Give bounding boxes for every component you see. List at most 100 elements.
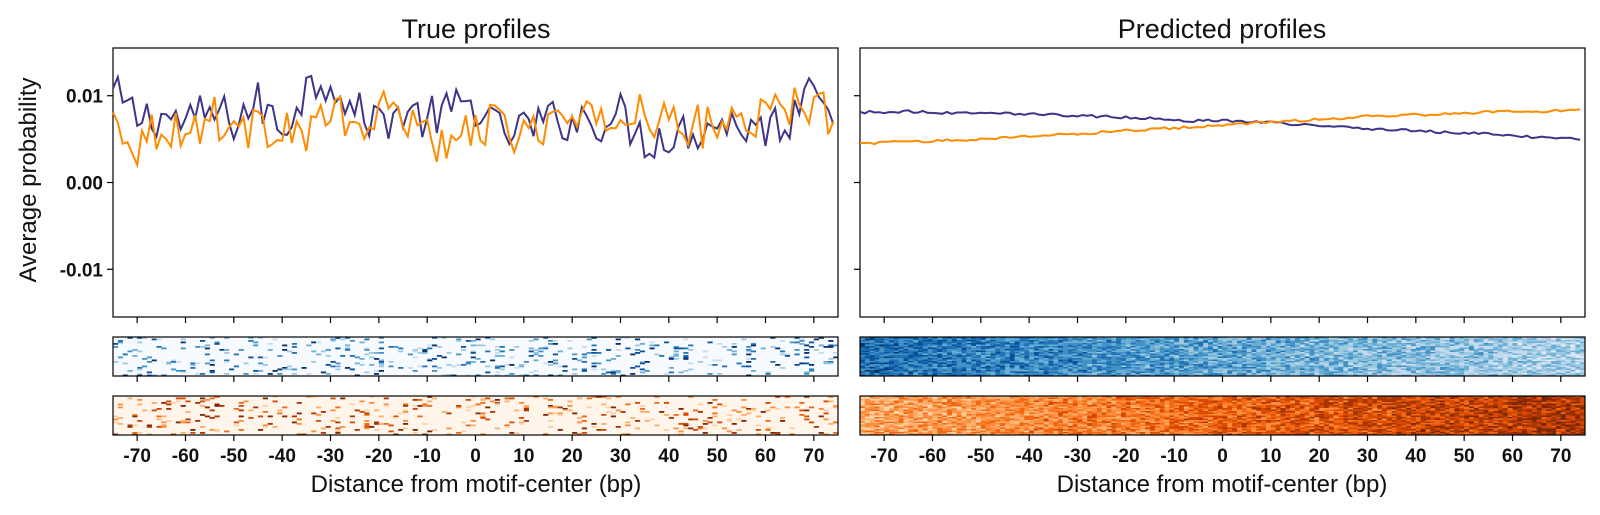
heatmap-cell: [1237, 367, 1243, 369]
heatmap-cell: [1130, 374, 1136, 377]
heatmap-cell: [1570, 353, 1576, 356]
heatmap-cell: [243, 400, 249, 403]
heatmap-cell: [1217, 396, 1223, 398]
heatmap-cell: [1353, 347, 1359, 350]
heatmap-cell: [1319, 353, 1325, 356]
heatmap-cell: [1565, 355, 1571, 357]
heatmap-cell: [1154, 355, 1160, 357]
heatmap-cell: [519, 421, 525, 424]
series-line: [859, 109, 1581, 141]
heatmap-cell: [1237, 358, 1243, 360]
heatmap-cell: [1367, 368, 1373, 371]
heatmap-cell: [1338, 340, 1344, 342]
heatmap-cell: [1077, 374, 1083, 377]
heatmap-cell: [1517, 350, 1523, 353]
heatmap-cell: [937, 337, 943, 339]
heatmap-cell: [1038, 368, 1044, 371]
heatmap-cell: [927, 340, 933, 342]
heatmap-cell: [884, 352, 890, 354]
heatmap-cell: [726, 420, 732, 422]
heatmap-cell: [980, 338, 986, 341]
heatmap-cell: [214, 341, 220, 344]
heatmap-cell: [1430, 340, 1436, 342]
heatmap-cell: [369, 356, 375, 359]
heatmap-cell: [951, 343, 957, 345]
heatmap-cell: [799, 343, 805, 345]
heatmap-cell: [1121, 364, 1127, 366]
heatmap-cell: [1449, 337, 1455, 339]
heatmap-cell: [432, 429, 438, 431]
heatmap-cell: [1159, 374, 1165, 377]
heatmap-cell: [364, 420, 370, 422]
heatmap-cell: [1478, 350, 1484, 353]
heatmap-cell: [884, 356, 890, 359]
heatmap-cell: [1232, 344, 1238, 347]
heatmap-cell: [1082, 361, 1088, 363]
heatmap-cell: [879, 359, 885, 362]
heatmap-cell: [1072, 362, 1078, 365]
heatmap-cell: [1324, 347, 1330, 350]
heatmap-cell: [1198, 337, 1204, 339]
heatmap-cell: [1077, 352, 1083, 354]
heatmap-cell: [951, 358, 957, 360]
heatmap-cell: [1435, 341, 1441, 344]
heatmap-cell: [1444, 343, 1450, 345]
heatmap-cell: [1140, 341, 1146, 344]
heatmap-cell: [1048, 347, 1054, 350]
heatmap-cell: [966, 364, 972, 366]
heatmap-cell: [1362, 367, 1368, 369]
heatmap-cell: [369, 396, 375, 398]
heatmap-cell: [1077, 341, 1083, 344]
heatmap-cell: [980, 358, 986, 360]
heatmap-cell: [1541, 367, 1547, 369]
heatmap-cell: [185, 418, 191, 421]
heatmap-cell: [1140, 350, 1146, 353]
heatmap-cell: [209, 370, 215, 372]
heatmap-cell: [1411, 373, 1417, 375]
heatmap-cell: [258, 370, 264, 372]
heatmap-cell: [1527, 356, 1533, 359]
heatmap-cell: [918, 359, 924, 362]
heatmap-cell: [864, 364, 870, 366]
heatmap-cell: [673, 355, 679, 357]
heatmap-cell: [688, 349, 694, 351]
heatmap-cell: [1338, 361, 1344, 363]
heatmap-cell: [1483, 371, 1489, 374]
heatmap-cell: [985, 352, 991, 354]
heatmap-cell: [1556, 371, 1562, 374]
heatmap-cell: [1382, 352, 1388, 354]
heatmap-cell: [1241, 364, 1247, 366]
heatmap-cell: [1150, 359, 1156, 362]
heatmap-cell: [879, 341, 885, 344]
heatmap-cell: [1058, 368, 1064, 371]
heatmap-cell: [1261, 359, 1267, 362]
heatmap-cell: [1009, 370, 1015, 372]
heatmap-cell: [1430, 347, 1436, 350]
heatmap-cell: [1372, 341, 1378, 344]
heatmap-cell: [1005, 362, 1011, 365]
heatmap-cell: [1541, 364, 1547, 366]
heatmap-cell: [1227, 358, 1233, 360]
heatmap-cell: [889, 350, 895, 353]
heatmap-cell: [272, 338, 278, 341]
heatmap-cell: [1440, 367, 1446, 369]
heatmap-cell: [1290, 370, 1296, 372]
heatmap-cell: [937, 338, 943, 341]
heatmap-cell: [1386, 353, 1392, 356]
heatmap-cell: [446, 374, 452, 377]
heatmap-cell: [1401, 338, 1407, 341]
heatmap-cell: [918, 362, 924, 365]
heatmap-cell: [1435, 350, 1441, 353]
heatmap-cell: [1420, 362, 1426, 365]
heatmap-cell: [966, 396, 972, 398]
heatmap-cell: [799, 402, 805, 404]
heatmap-cell: [893, 347, 899, 350]
heatmap-cell: [1087, 371, 1093, 374]
heatmap-cell: [1444, 367, 1450, 369]
heatmap-cell: [971, 364, 977, 366]
heatmap-cell: [1512, 364, 1518, 366]
heatmap-cell: [1556, 341, 1562, 344]
heatmap-cell: [1005, 353, 1011, 356]
heatmap-cell: [860, 367, 866, 369]
heatmap-cell: [615, 409, 621, 412]
